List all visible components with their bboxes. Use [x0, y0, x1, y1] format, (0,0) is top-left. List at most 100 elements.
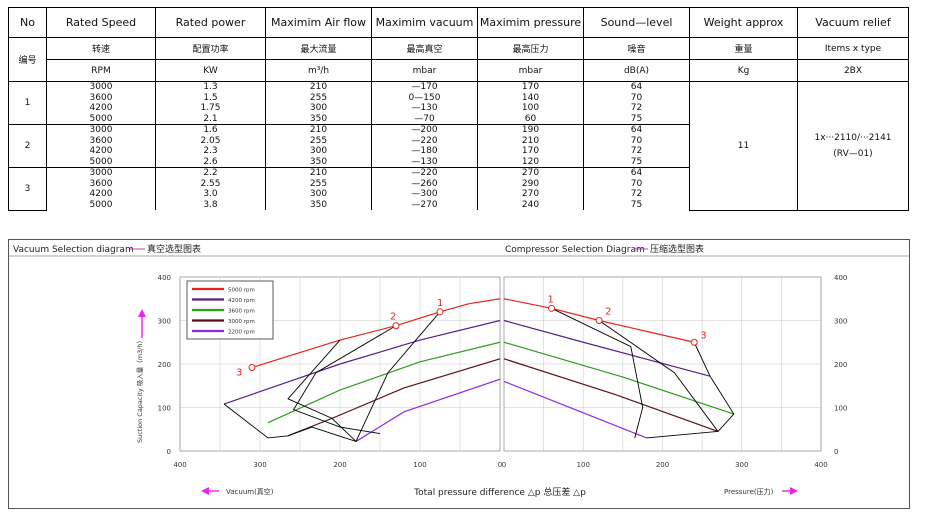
cell-vacuum: —270: [371, 199, 478, 210]
y-tick-label-left: 100: [158, 405, 171, 413]
x-tick-label-vacuum: 200: [333, 461, 346, 469]
cell-rpm: 3600: [46, 178, 156, 189]
pressure-limit-line: [598, 320, 719, 439]
unit-power: KW: [155, 59, 266, 82]
col-header-power: Rated power: [155, 7, 266, 38]
cell-airflow: 350: [265, 113, 372, 125]
cell-vacuum: —300: [371, 189, 478, 200]
y-tick-label-left: 0: [167, 448, 171, 456]
x-tick-label-pressure: 400: [814, 461, 827, 469]
cell-airflow: 210: [265, 167, 372, 179]
table-row: 4200 3.0 300 —300 270 72: [9, 189, 909, 200]
relief-model: (RV—01): [833, 148, 873, 159]
col-header-pressure-cn: 最高压力: [477, 37, 584, 60]
unit-weight: Kg: [689, 59, 798, 82]
cell-rpm: 5000: [46, 199, 156, 210]
cell-airflow: 350: [265, 156, 372, 168]
col-header-vacuum: Maximim vacuum: [371, 7, 478, 38]
y-tick-label-left: 300: [158, 318, 171, 326]
cell-rpm: 5000: [46, 113, 156, 125]
table-row: 3600 2.55 255 —260 290 70: [9, 178, 909, 189]
pressure-plot-frame: [503, 276, 822, 452]
cell-sound: 64: [583, 81, 690, 93]
cell-pressure: 240: [477, 199, 584, 210]
cell-airflow: 255: [265, 178, 372, 189]
cell-rpm: 5000: [46, 156, 156, 168]
cell-kw: 2.6: [155, 156, 266, 168]
cell-pressure: 60: [477, 113, 584, 125]
x-tick-label-pressure: 200: [656, 461, 669, 469]
col-header-relief-cn: Items x type: [797, 37, 909, 60]
vacuum-marker: [392, 322, 400, 330]
vacuum-limit-line: [223, 311, 441, 442]
legend-label: 2200 rpm: [228, 330, 255, 336]
row-group-no: 2: [8, 124, 47, 168]
y-tick-label-right: 200: [834, 361, 847, 369]
cell-airflow: 300: [265, 189, 372, 200]
pressure-series-line: [503, 319, 711, 377]
pressure-limit-line: [551, 307, 644, 439]
vacuum-arrow-label: Vacuum(真空): [226, 487, 274, 496]
x-tick-label-vacuum: 400: [173, 461, 186, 469]
cell-vacuum: —200: [371, 124, 478, 136]
vacuum-marker: [248, 363, 256, 371]
vacuum-series-line: [223, 319, 501, 405]
header-row: No Rated Speed Rated power Maximim Air f…: [8, 7, 909, 38]
vacuum-marker-label: 3: [236, 367, 242, 378]
cell-airflow: 255: [265, 92, 372, 103]
cell-kw: 2.3: [155, 146, 266, 157]
y-axis-arrow-head: [138, 309, 146, 317]
table-row: 2 3000 1.6 210 —200 190 64: [8, 124, 909, 168]
cell-sound: 72: [583, 103, 690, 114]
col-header-speed: Rated Speed: [46, 7, 156, 38]
cell-airflow: 350: [265, 199, 372, 210]
table-row: 5000 2.6 350 —130 120 75: [9, 156, 909, 168]
cell-vacuum: —130: [371, 103, 478, 114]
cell-sound: 72: [583, 189, 690, 200]
cell-sound: 70: [583, 135, 690, 146]
unit-vacuum: mbar: [371, 59, 478, 82]
cell-sound: 64: [583, 124, 690, 136]
x-tick-label-vacuum: 300: [253, 461, 266, 469]
cell-vacuum: 0—150: [371, 92, 478, 103]
header-cn-row: 编号 转速 配置功率 最大流量 最高真空 最高压力 噪音 重量 Items x …: [8, 37, 909, 82]
cell-sound: 70: [583, 92, 690, 103]
col-header-relief: Vacuum relief: [797, 7, 909, 38]
cell-kw: 1.6: [155, 124, 266, 136]
data-body: 1 3000 1.3 210 —170 170 64 11 1x···2110/···2141(…: [8, 81, 909, 211]
y-axis-label: Suction Capacity 吸入量（m3/h）: [136, 337, 144, 443]
table-row: 3600 2.05 255 —220 210 70: [9, 135, 909, 146]
col-header-speed-cn: 转速: [46, 37, 156, 60]
x-tick-label-pressure: 100: [577, 461, 590, 469]
cell-pressure: 170: [477, 146, 584, 157]
cell-vacuum: —220: [371, 167, 478, 179]
pressure-arrow-label: Pressure(压力): [724, 487, 774, 496]
table-row: 4200 1.75 300 —130 100 72: [9, 103, 909, 114]
col-header-vacuum-cn: 最高真空: [371, 37, 478, 60]
cell-rpm: 3000: [46, 167, 156, 179]
vacuum-plot-frame: [179, 276, 501, 452]
cell-pressure: 270: [477, 189, 584, 200]
cell-airflow: 255: [265, 135, 372, 146]
pressure-marker-label: 1: [548, 294, 554, 305]
y-tick-label-left: 400: [158, 274, 171, 282]
spec-table: No Rated Speed Rated power Maximim Air f…: [8, 7, 909, 211]
pressure-marker-label: 2: [605, 307, 611, 318]
table-row: 3 3000 2.2 210 —220 270 64: [8, 167, 909, 211]
unit-sound: dB(A): [583, 59, 690, 82]
row-group-no: 1: [8, 81, 47, 125]
cell-sound: 72: [583, 146, 690, 157]
col-header-weight-cn: 重量: [689, 37, 798, 60]
unit-speed: RPM: [46, 59, 156, 82]
cell-sound: 75: [583, 199, 690, 210]
cell-rpm: 4200: [46, 189, 156, 200]
pressure-marker: [548, 304, 556, 312]
pressure-arrow-head: [790, 487, 798, 495]
cell-sound: 64: [583, 167, 690, 179]
cell-kw: 1.5: [155, 92, 266, 103]
x-axis-label: Total pressure difference △p 总压差 △p: [413, 486, 586, 498]
x-tick-label-vacuum: 100: [413, 461, 426, 469]
cell-kw: 2.1: [155, 113, 266, 125]
y-tick-label-right: 400: [834, 274, 847, 282]
vacuum-limit-line: [292, 325, 397, 435]
